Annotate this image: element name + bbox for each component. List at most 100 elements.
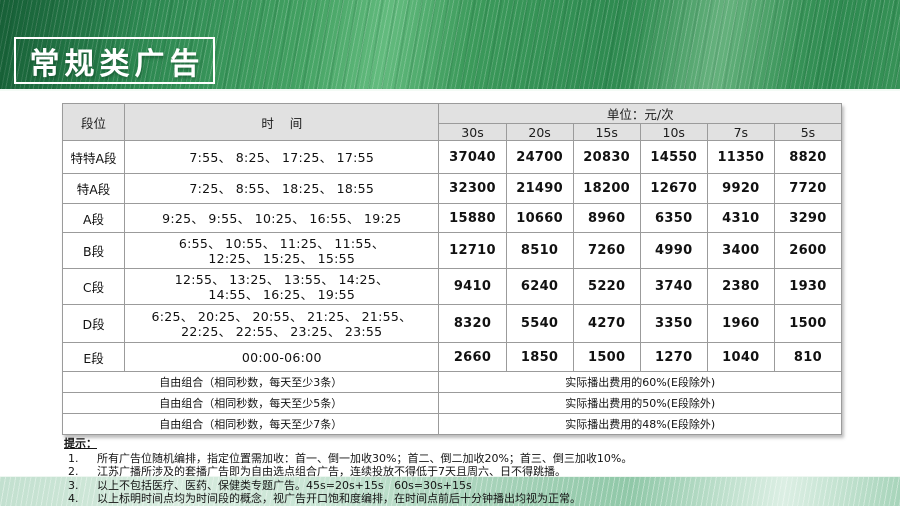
price-cell: 3350: [639, 304, 708, 343]
duration-header: 7s: [706, 123, 775, 141]
footer-band: [0, 476, 900, 506]
price-cell: 18200: [572, 173, 641, 204]
price-cell: 3740: [639, 268, 708, 305]
price-cell: 2380: [706, 268, 775, 305]
note-text: 江苏广播所涉及的套播广告即为自由选点组合广告，连续投放不得低于7天且周六、日不得…: [97, 465, 566, 478]
duration-header: 30s: [438, 123, 507, 141]
segment-cell: B段: [61, 232, 126, 269]
price-cell: 6350: [639, 203, 708, 233]
segment-cell: C段: [61, 268, 126, 305]
note-item: 4. 以上标明时间点均为时间段的概念，视广告开口饱和度编排，在时间点前后十分钟播出…: [64, 492, 886, 506]
time-cell: 9:25、 9:55、 10:25、 16:55、 19:25: [124, 203, 440, 233]
time-line: 12:25、 15:25、 15:55: [208, 250, 356, 266]
table-row: D段 6:25、 20:25、 20:55、 21:25、 21:55、 22:25…: [61, 304, 843, 343]
time-cell: 00:00-06:00: [124, 342, 440, 372]
table-row: E段 00:00-06:00 2660 1850 1500 1270 1040 810: [61, 342, 843, 372]
table-row: A段 9:25、 9:55、 10:25、 16:55、 19:25 15880 10…: [61, 203, 843, 233]
notes: 提示： 1. 所有广告位随机编排，指定位置需加收：首一、倒一加收30%；首二、倒二…: [64, 437, 886, 506]
header-brush-texture: [0, 0, 900, 89]
price-cell: 11350: [706, 140, 775, 174]
price-cell: 4310: [706, 203, 775, 233]
time-line: 9:25、 9:55、 10:25、 16:55、 19:25: [162, 210, 402, 226]
note-item: 1. 所有广告位随机编排，指定位置需加收：首一、倒一加收30%；首二、倒二加收20…: [64, 452, 886, 466]
price-cell: 7720: [773, 173, 843, 204]
price-cell: 37040: [438, 140, 507, 174]
notes-heading: 提示：: [64, 437, 97, 450]
price-cell: 14550: [639, 140, 708, 174]
note-item: 3. 以上不包括医疗、医药、保健类专题广告。45s=20s+15s 60s=30s…: [64, 479, 886, 493]
table-header-row-2: 30s 20s 15s 10s 7s 5s: [63, 123, 843, 141]
price-cell: 20830: [572, 140, 641, 174]
note-text: 以上不包括医疗、医药、保健类专题广告。45s=20s+15s 60s=30s+1…: [97, 478, 472, 492]
segment-cell: 特特A段: [61, 140, 126, 174]
price-cell: 5220: [572, 268, 641, 305]
note-item: 2. 江苏广播所涉及的套播广告即为自由选点组合广告，连续投放不得低于7天且周六、日…: [64, 465, 886, 479]
price-cell: 12670: [639, 173, 708, 204]
price-cell: 3400: [706, 232, 775, 269]
col-header-segment: 段位: [61, 103, 126, 141]
note-number: 4.: [68, 492, 79, 505]
price-cell: 6240: [505, 268, 574, 305]
price-cell: 32300: [438, 173, 507, 204]
price-cell: 9410: [438, 268, 507, 305]
combo-left-cell: 自由组合（相同秒数，每天至少3条）: [61, 371, 440, 393]
price-cell: 15880: [438, 203, 507, 233]
price-cell: 4990: [639, 232, 708, 269]
table-row: B段 6:55、 10:55、 11:25、 11:55、 12:25、 15:25…: [61, 232, 843, 269]
rate-table: 段位时 间单位：元/次 30s 20s 15s 10s 7s 5s 特特A段 7:55、 8:…: [61, 103, 843, 435]
duration-header: 15s: [572, 123, 641, 141]
unit-header: 单位：元/次: [438, 103, 842, 124]
price-cell: 5540: [505, 304, 574, 343]
time-line: 6:25、 20:25、 20:55、 21:25、 21:55、: [151, 308, 412, 324]
price-cell: 3290: [773, 203, 843, 233]
duration-header: 10s: [639, 123, 708, 141]
price-cell: 8320: [438, 304, 507, 343]
price-cell: 1850: [505, 342, 574, 372]
time-cell: 12:55、 13:25、 13:55、 14:25、 14:55、 16:25、…: [124, 268, 440, 305]
price-cell: 1500: [572, 342, 641, 372]
combo-left-cell: 自由组合（相同秒数，每天至少5条）: [61, 392, 440, 414]
combo-row: 自由组合（相同秒数，每天至少7条） 实际播出费用的48%(E段除外): [61, 413, 842, 435]
time-cell: 6:25、 20:25、 20:55、 21:25、 21:55、 22:25、 …: [124, 304, 440, 343]
table-row: 特A段 7:25、 8:55、 18:25、 18:55 32300 21490 182…: [61, 173, 843, 204]
table-header-row-1: 段位时 间单位：元/次: [61, 103, 842, 141]
time-line: 00:00-06:00: [241, 349, 322, 365]
time-line: 6:55、 10:55、 11:25、 11:55、: [178, 235, 385, 251]
price-cell: 12710: [438, 232, 507, 269]
price-cell: 810: [773, 342, 843, 372]
duration-header: 20s: [505, 123, 574, 141]
note-number: 2.: [68, 465, 79, 478]
price-cell: 10660: [505, 203, 574, 233]
price-cell: 8510: [505, 232, 574, 269]
note-text: 以上标明时间点均为时间段的概念，视广告开口饱和度编排，在时间点前后十分钟播出均视…: [97, 492, 581, 505]
price-cell: 2600: [773, 232, 843, 269]
segment-cell: D段: [61, 304, 126, 343]
price-cell: 7260: [572, 232, 641, 269]
combo-row: 自由组合（相同秒数，每天至少3条） 实际播出费用的60%(E段除外): [61, 371, 842, 393]
time-line: 22:25、 22:55、 23:25、 23:55: [181, 323, 383, 339]
time-line: 12:55、 13:25、 13:55、 14:25、: [174, 271, 389, 287]
combo-right-cell: 实际播出费用的48%(E段除外): [438, 413, 842, 435]
time-cell: 6:55、 10:55、 11:25、 11:55、 12:25、 15:25、 …: [124, 232, 440, 269]
price-cell: 2660: [438, 342, 507, 372]
segment-cell: 特A段: [61, 173, 126, 204]
price-cell: 1040: [706, 342, 775, 372]
table-row: 特特A段 7:55、 8:25、 17:25、 17:55 37040 24700 20…: [61, 140, 843, 174]
note-number: 3.: [68, 478, 79, 492]
page-title-box: 常规类广告: [14, 37, 215, 84]
combo-right-cell: 实际播出费用的50%(E段除外): [438, 392, 842, 414]
price-cell: 24700: [505, 140, 574, 174]
page-title: 常规类广告: [29, 46, 205, 82]
combo-row: 自由组合（相同秒数，每天至少5条） 实际播出费用的50%(E段除外): [61, 392, 842, 414]
time-line: 7:25、 8:55、 18:25、 18:55: [189, 181, 375, 196]
price-cell: 4270: [572, 304, 641, 343]
rate-table-grid: 段位时 间单位：元/次 30s 20s 15s 10s 7s 5s 特特A段 7:55、 8:…: [61, 103, 843, 435]
segment-cell: A段: [61, 203, 126, 233]
price-cell: 8820: [773, 140, 843, 174]
time-cell: 7:55、 8:25、 17:25、 17:55: [124, 140, 440, 174]
price-cell: 1960: [706, 304, 775, 343]
price-cell: 9920: [706, 173, 775, 204]
price-cell: 1500: [773, 304, 843, 343]
table-row: C段 12:55、 13:25、 13:55、 14:25、 14:55、 16:2…: [61, 268, 843, 305]
